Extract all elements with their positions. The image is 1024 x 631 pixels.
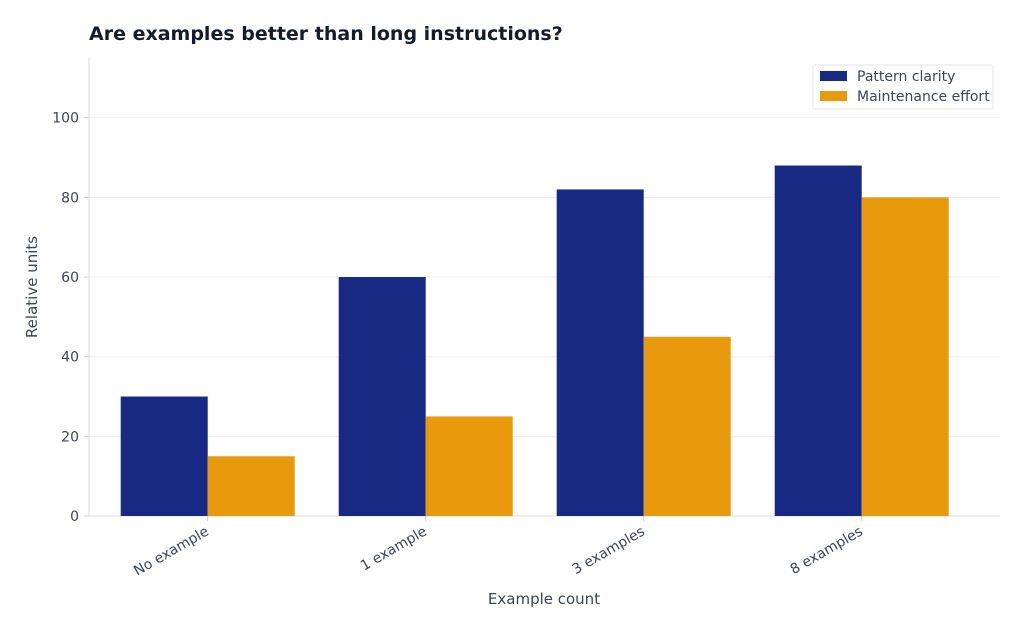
y-tick-label: 100 xyxy=(52,111,79,127)
x-tick-labels: No example 1 example 3 examples 8 examples xyxy=(131,516,866,579)
bar-maintenance-effort-3 xyxy=(643,336,731,516)
x-tick-label: 8 examples xyxy=(788,524,866,578)
bar-maintenance-effort-1 xyxy=(207,456,295,516)
bar-pattern-clarity-3 xyxy=(556,189,644,516)
legend-label: Pattern clarity xyxy=(857,69,955,85)
y-tick-label: 80 xyxy=(61,190,79,206)
chart-title: Are examples better than long instructio… xyxy=(89,23,563,45)
bar-maintenance-effort-2 xyxy=(425,416,513,516)
bar-pattern-clarity-4 xyxy=(774,165,862,516)
x-tick-label: 1 example xyxy=(358,524,430,575)
x-axis-label: Example count xyxy=(488,590,600,608)
y-tick-label: 60 xyxy=(61,270,79,286)
y-tick-labels: 0 20 40 60 80 100 xyxy=(52,111,89,525)
legend-label: Maintenance effort xyxy=(857,89,990,105)
legend: Pattern clarity Maintenance effort xyxy=(812,64,994,110)
y-tick-label: 40 xyxy=(61,350,79,366)
y-tick-label: 0 xyxy=(70,509,79,525)
legend-swatch xyxy=(820,91,847,101)
x-tick-label: No example xyxy=(131,524,212,580)
x-tick-label: 3 examples xyxy=(570,524,648,578)
bar-pattern-clarity-2 xyxy=(338,277,426,516)
y-tick-label: 20 xyxy=(61,429,79,445)
bars xyxy=(120,165,949,517)
legend-box xyxy=(812,64,994,110)
bar-pattern-clarity-1 xyxy=(120,396,208,516)
y-axis-label: Relative units xyxy=(23,236,41,338)
bar-maintenance-effort-4 xyxy=(861,197,949,517)
legend-swatch xyxy=(820,71,847,81)
